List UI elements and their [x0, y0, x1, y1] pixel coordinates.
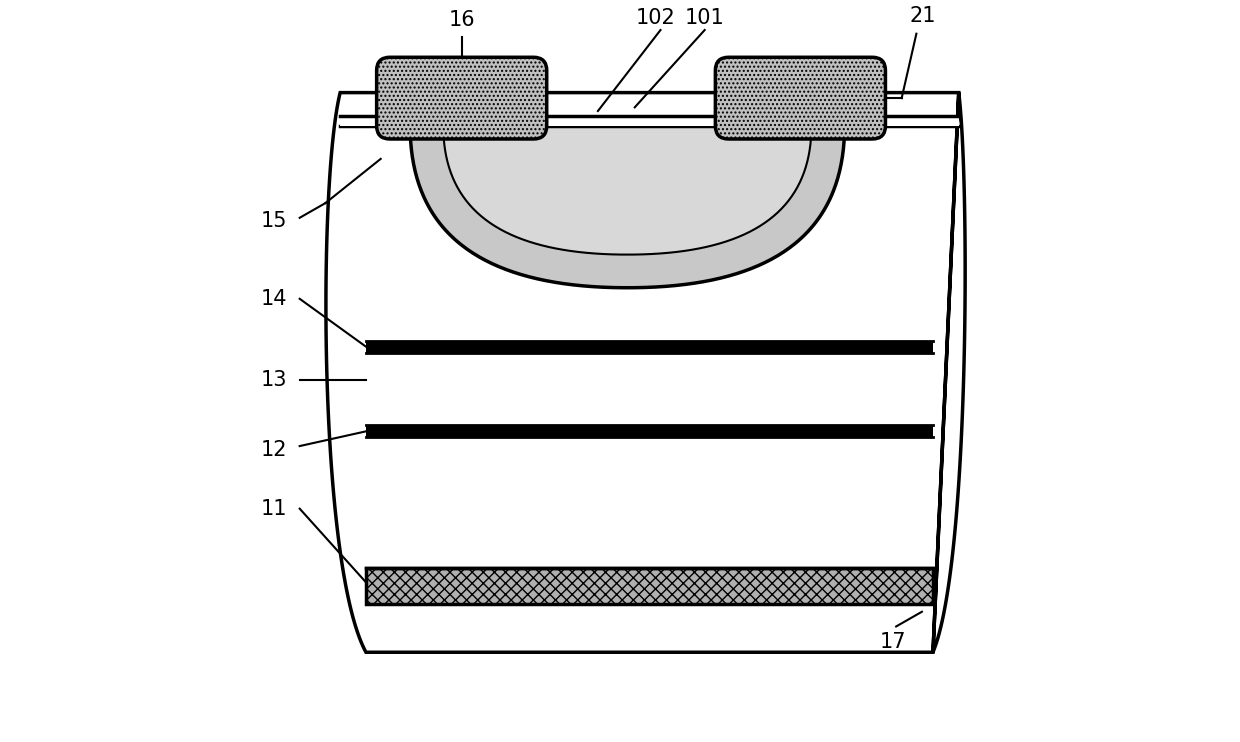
Bar [366, 425, 932, 437]
Text: 21: 21 [909, 7, 935, 26]
Bar [729, 115, 872, 126]
Bar [366, 341, 932, 352]
FancyBboxPatch shape [715, 57, 885, 139]
Bar [389, 115, 533, 126]
Bar [366, 568, 932, 605]
Text: 17: 17 [879, 631, 905, 651]
Text: 101: 101 [684, 8, 724, 27]
FancyBboxPatch shape [377, 57, 547, 139]
Text: 12: 12 [260, 440, 288, 460]
Text: 13: 13 [260, 370, 288, 390]
Text: 16: 16 [449, 10, 475, 30]
Polygon shape [410, 125, 844, 288]
Text: 11: 11 [260, 499, 288, 519]
Polygon shape [326, 93, 965, 652]
Polygon shape [443, 125, 811, 255]
Text: 102: 102 [635, 8, 676, 27]
Text: 14: 14 [260, 289, 288, 309]
Bar [340, 116, 959, 125]
Polygon shape [410, 125, 844, 288]
Text: 15: 15 [260, 211, 288, 232]
